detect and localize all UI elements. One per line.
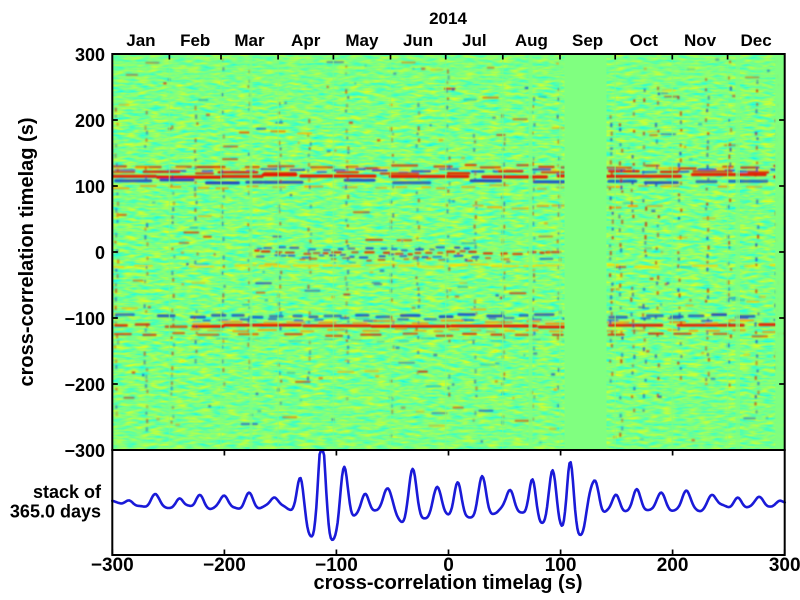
svg-text:Feb: Feb	[180, 31, 210, 50]
svg-text:Jun: Jun	[403, 31, 433, 50]
svg-text:100: 100	[75, 177, 105, 197]
svg-text:−200: −200	[203, 555, 246, 576]
svg-text:2014: 2014	[429, 9, 467, 28]
svg-text:300: 300	[75, 45, 105, 65]
svg-text:0: 0	[443, 555, 454, 576]
svg-text:0: 0	[95, 243, 105, 263]
svg-text:200: 200	[657, 555, 689, 576]
svg-text:−300: −300	[91, 555, 134, 576]
svg-text:−200: −200	[64, 375, 105, 395]
svg-text:Apr: Apr	[291, 31, 321, 50]
svg-text:365.0 days: 365.0 days	[10, 502, 101, 522]
svg-text:300: 300	[769, 555, 800, 576]
svg-text:−100: −100	[315, 555, 358, 576]
svg-text:Sep: Sep	[572, 31, 603, 50]
svg-text:100: 100	[545, 555, 577, 576]
svg-text:Jan: Jan	[126, 31, 155, 50]
svg-text:Aug: Aug	[515, 31, 548, 50]
svg-text:cross-correlation timelag (s): cross-correlation timelag (s)	[314, 572, 583, 594]
svg-text:stack of: stack of	[33, 482, 102, 502]
svg-text:Oct: Oct	[630, 31, 659, 50]
svg-text:cross-correlation timelag (s): cross-correlation timelag (s)	[16, 118, 38, 387]
svg-text:May: May	[345, 31, 379, 50]
svg-text:Mar: Mar	[234, 31, 265, 50]
svg-text:200: 200	[75, 111, 105, 131]
svg-text:Jul: Jul	[462, 31, 487, 50]
svg-text:−300: −300	[64, 441, 105, 461]
svg-text:Dec: Dec	[741, 31, 772, 50]
svg-text:−100: −100	[64, 309, 105, 329]
svg-text:Nov: Nov	[684, 31, 717, 50]
